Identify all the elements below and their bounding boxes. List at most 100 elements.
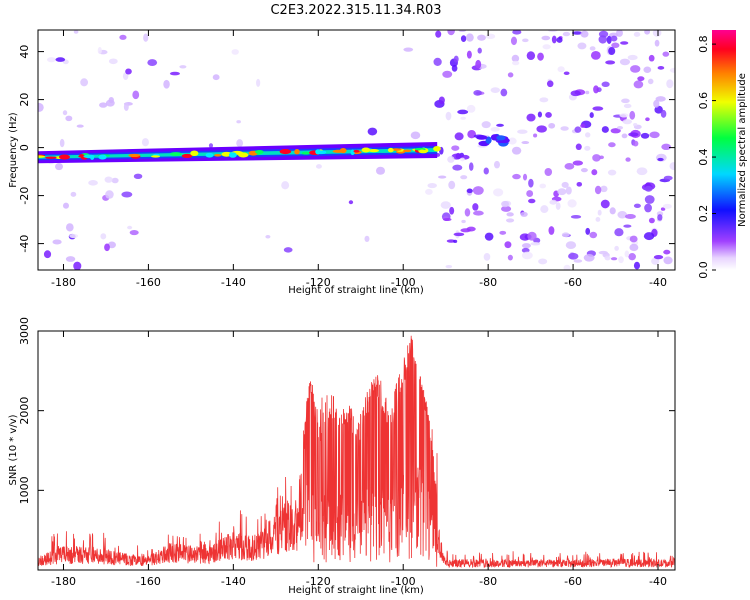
noise-dot-184 <box>539 183 547 189</box>
noise-dot-289 <box>522 38 529 43</box>
noise-dot-345 <box>477 47 482 54</box>
figure-title: C2E3.2022.315.11.34.R03 <box>270 3 441 18</box>
noise-dot-278 <box>537 111 543 118</box>
noise-dot-60 <box>315 164 322 169</box>
noise-dot-350 <box>527 231 537 241</box>
colorbar-ticks: 0.0 0.2 0.4 0.6 0.8 <box>697 35 716 279</box>
noise-dot-117 <box>551 35 557 44</box>
noise-dot-176 <box>573 259 583 263</box>
noise-dot-53 <box>375 166 386 175</box>
noise-dot-20 <box>100 233 107 240</box>
noise-dot-13 <box>108 96 114 104</box>
noise-dot-151 <box>620 41 629 45</box>
noise-dot-356 <box>614 245 619 251</box>
snr-ylabel: SNR (10 * v/v) <box>8 414 19 485</box>
noise-dot-222 <box>526 51 536 61</box>
noise-dot-294 <box>501 200 510 208</box>
noise-dot-284 <box>663 175 673 181</box>
track-blob-51 <box>315 150 327 155</box>
noise-dot-44 <box>62 110 68 116</box>
noise-dot-274 <box>538 258 548 265</box>
noise-dot-306 <box>466 104 476 113</box>
noise-dot-14 <box>133 173 143 179</box>
spec-xtick-label-2: -140 <box>221 276 246 289</box>
snr-frame <box>37 330 676 571</box>
noise-dot-298 <box>653 254 664 260</box>
noise-dot-72 <box>661 143 672 150</box>
noise-region-2 <box>433 30 675 270</box>
noise-dot-286 <box>595 217 601 222</box>
noise-dot-313 <box>562 31 571 37</box>
noise-dot-250 <box>473 210 484 216</box>
noise-dot-318 <box>666 79 674 89</box>
noise-dot-295 <box>507 72 514 78</box>
noise-dot-325 <box>512 173 521 180</box>
noise-dot-35 <box>132 90 140 100</box>
noise-dot-145 <box>580 123 586 128</box>
noise-dot-119 <box>528 198 536 204</box>
noise-dot-292 <box>549 199 558 205</box>
noise-dot-208 <box>443 217 452 222</box>
noise-dot-91 <box>484 232 494 241</box>
noise-dot-169 <box>460 116 466 120</box>
noise-dot-94 <box>601 81 610 88</box>
noise-dot-355 <box>576 181 583 187</box>
noise-dot-67 <box>163 79 170 89</box>
spec-xtick-label-3: -120 <box>306 276 331 289</box>
noise-dot-6 <box>141 138 149 147</box>
noise-dot-322 <box>464 208 471 217</box>
noise-dot-312 <box>556 37 563 43</box>
noise-dot-99 <box>652 30 662 37</box>
noise-dot-338 <box>520 211 528 217</box>
track-blob-49 <box>190 150 199 157</box>
secondary-blob-9 <box>496 135 506 141</box>
noise-dot-296 <box>451 145 460 151</box>
noise-dot-225 <box>530 242 541 246</box>
noise-dot-239 <box>624 214 636 220</box>
track-blob-22 <box>350 149 355 156</box>
noise-dot-47 <box>104 176 113 183</box>
track-blob-56 <box>228 152 237 158</box>
snr-panel: -180 -160 -140 -120 -100 -80 -60 -40 1000 2000 300… <box>8 317 676 596</box>
noise-dot-252 <box>537 52 544 61</box>
noise-dot-343 <box>563 264 571 270</box>
noise-dot-288 <box>580 30 589 38</box>
noise-dot-261 <box>571 31 583 35</box>
noise-dot-107 <box>654 39 660 47</box>
noise-dot-227 <box>669 67 675 73</box>
noise-dot-167 <box>564 162 575 170</box>
spec-xtick-label-6: -60 <box>564 276 582 289</box>
noise-dot-180 <box>501 205 512 212</box>
colorbar-tick-label-4: 0.8 <box>697 35 710 53</box>
noise-dot-207 <box>440 201 451 209</box>
noise-dot-28 <box>59 138 65 148</box>
noise-dot-255 <box>472 203 479 211</box>
noise-dot-87 <box>584 145 591 151</box>
spec-xtick-label-0: -180 <box>51 276 76 289</box>
noise-dot-305 <box>625 157 631 162</box>
noise-dot-344 <box>500 88 508 97</box>
noise-dot-193 <box>437 175 447 179</box>
noise-dot-273 <box>627 54 638 61</box>
noise-dot-316 <box>633 203 641 209</box>
noise-dot-159 <box>557 188 567 196</box>
frequency-track <box>38 142 441 164</box>
snr-marks <box>38 335 675 569</box>
colorbar-tick-label-2: 0.4 <box>697 148 710 166</box>
noise-dot-258 <box>466 188 473 194</box>
snr-series-line <box>38 335 675 569</box>
snr-ytick-label-2: 3000 <box>18 317 31 345</box>
noise-dot-321 <box>442 70 453 78</box>
noise-dot-9 <box>76 124 84 128</box>
snr-xtick-label-6: -60 <box>564 575 582 588</box>
noise-dot-331 <box>522 173 528 181</box>
noise-dot-254 <box>653 99 660 108</box>
noise-dot-172 <box>601 126 609 133</box>
noise-dot-185 <box>548 122 556 129</box>
noise-dot-2 <box>122 72 129 80</box>
spec-xtick-label-7: -40 <box>649 276 667 289</box>
noise-dot-243 <box>565 186 572 195</box>
noise-dot-154 <box>580 168 588 173</box>
noise-dot-64 <box>208 143 214 148</box>
